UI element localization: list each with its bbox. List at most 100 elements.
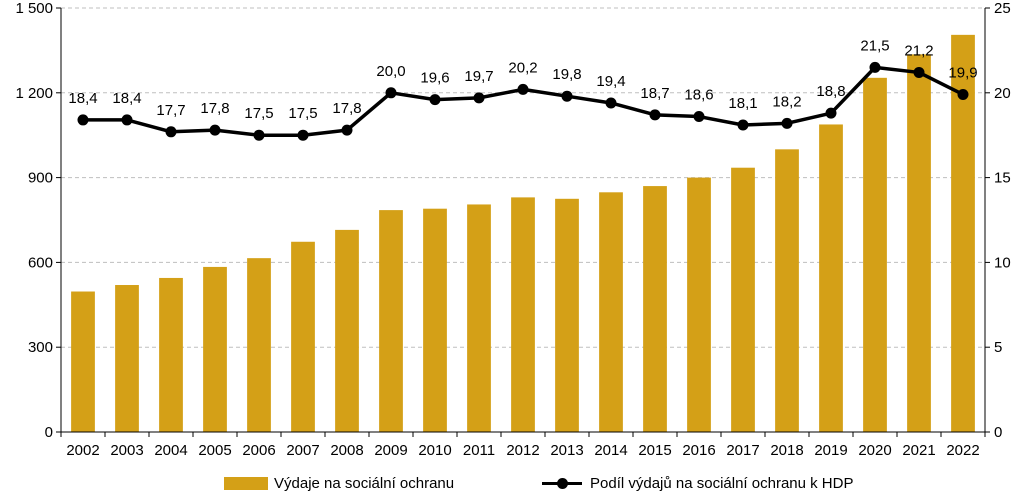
bar [819, 124, 843, 432]
legend: Výdaje na sociální ochranu Podíl výdajů … [0, 472, 1024, 494]
bar [863, 77, 887, 432]
legend-label-line: Podíl výdajů na sociální ochranu k HDP [590, 474, 854, 492]
y-left-tick-label: 900 [28, 170, 53, 187]
legend-line-swatch [542, 477, 582, 489]
data-label: 19,6 [420, 70, 449, 87]
data-label: 19,9 [948, 64, 977, 81]
line-point [121, 114, 133, 126]
bar [687, 177, 711, 432]
legend-item-line: Podíl výdajů na sociální ochranu k HDP [542, 472, 853, 494]
x-tick-label: 2012 [506, 442, 539, 459]
line-point [693, 111, 705, 123]
x-tick-label: 2016 [682, 442, 715, 459]
bar [511, 197, 535, 432]
data-label: 18,8 [816, 83, 845, 100]
chart-svg: 0 300 600 900 1 200 1 500 0 5 10 15 20 25 2002 2003… [15, 0, 1011, 459]
line-point [209, 124, 221, 136]
y-right-tick-label: 10 [994, 254, 1011, 271]
bar [71, 291, 95, 432]
y-right-tick-label: 5 [994, 339, 1002, 356]
bar [115, 285, 139, 432]
x-tick-label: 2015 [638, 442, 671, 459]
x-tick-label: 2020 [858, 442, 891, 459]
x-tick-label: 2005 [198, 442, 231, 459]
x-tick-labels: 2002 2003 2004 2005 2006 2007 2008 2009 2010 2011… [66, 442, 979, 459]
bar [599, 192, 623, 432]
bar [291, 241, 315, 432]
data-label: 21,2 [904, 42, 933, 59]
data-label: 20,2 [508, 59, 537, 76]
line-point [913, 66, 925, 78]
y-left-tick-label: 300 [28, 339, 53, 356]
bar [379, 210, 403, 432]
line-point [517, 83, 529, 95]
line-point [781, 117, 793, 129]
x-tick-label: 2004 [154, 442, 187, 459]
data-label: 19,8 [552, 66, 581, 83]
line-series [77, 61, 969, 141]
data-label: 17,5 [244, 105, 273, 122]
x-tick-label: 2017 [726, 442, 759, 459]
data-label: 17,5 [288, 105, 317, 122]
data-label: 18,6 [684, 87, 713, 104]
bar [159, 277, 183, 432]
data-label: 19,4 [596, 73, 625, 90]
bar [423, 208, 447, 432]
legend-label-bars: Výdaje na sociální ochranu [274, 474, 455, 492]
data-label: 17,7 [156, 102, 185, 119]
y-left-tick-label: 600 [28, 254, 53, 271]
y-left-tick-label: 1 500 [15, 0, 53, 17]
y-right-tick-label: 25 [994, 0, 1011, 17]
data-label: 18,1 [728, 95, 757, 112]
legend-bar-swatch [224, 476, 268, 490]
bar [643, 186, 667, 432]
x-tick-label: 2019 [814, 442, 847, 459]
x-tick-label: 2009 [374, 442, 407, 459]
bar [555, 198, 579, 432]
data-label: 17,8 [332, 100, 361, 117]
y-right-tick-label: 15 [994, 170, 1011, 187]
line-point [561, 90, 573, 102]
line-point [385, 87, 397, 99]
line-point [825, 107, 837, 119]
y-right-tick-label: 0 [994, 424, 1002, 441]
data-label: 20,0 [376, 63, 405, 80]
x-tick-label: 2003 [110, 442, 143, 459]
bar [731, 167, 755, 432]
x-tick-label: 2008 [330, 442, 363, 459]
line-point [869, 61, 881, 73]
data-label: 18,4 [112, 90, 141, 107]
bar [247, 258, 271, 432]
x-tick-label: 2002 [66, 442, 99, 459]
bar [907, 54, 931, 433]
line-point [429, 94, 441, 106]
bar [203, 266, 227, 432]
line-data-labels: 18,4 18,4 17,7 17,8 17,5 17,5 17,8 20,0 19,6 19,7… [68, 37, 977, 122]
line-point [341, 124, 353, 136]
data-label: 17,8 [200, 100, 229, 117]
line-point [605, 97, 617, 109]
axes [56, 7, 990, 437]
legend-item-bars: Výdaje na sociální ochranu [224, 472, 454, 494]
bar [775, 149, 799, 433]
x-tick-label: 2014 [594, 442, 627, 459]
x-tick-label: 2022 [946, 442, 979, 459]
y-right-tick-label: 20 [994, 85, 1011, 102]
y-left-tick-label: 1 200 [15, 85, 53, 102]
x-tick-label: 2006 [242, 442, 275, 459]
data-label: 18,7 [640, 85, 669, 102]
y-right-tick-labels: 0 5 10 15 20 25 [994, 0, 1011, 441]
line-point [253, 129, 265, 141]
line-point [165, 126, 177, 138]
y-left-tick-label: 0 [45, 424, 53, 441]
x-tick-label: 2010 [418, 442, 451, 459]
line-point [649, 109, 661, 121]
x-tick-label: 2021 [902, 442, 935, 459]
data-label: 21,5 [860, 37, 889, 54]
y-left-tick-labels: 0 300 600 900 1 200 1 500 [15, 0, 53, 441]
line-point [957, 88, 969, 100]
x-tick-label: 2011 [463, 442, 495, 459]
data-label: 18,2 [772, 93, 801, 110]
data-label: 18,4 [68, 90, 97, 107]
bar [467, 204, 491, 432]
